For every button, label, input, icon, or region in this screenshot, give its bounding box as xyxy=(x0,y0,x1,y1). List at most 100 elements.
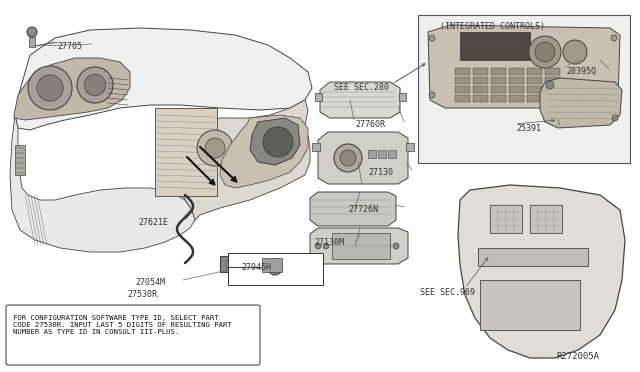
Circle shape xyxy=(84,74,106,96)
Circle shape xyxy=(323,243,329,249)
Text: 27726N: 27726N xyxy=(348,205,378,214)
Ellipse shape xyxy=(177,189,193,197)
Bar xyxy=(490,205,522,233)
Bar xyxy=(480,280,580,330)
Circle shape xyxy=(529,36,561,68)
Text: 27130M: 27130M xyxy=(314,238,344,247)
Bar xyxy=(455,77,470,84)
Text: SEE SEC.969: SEE SEC.969 xyxy=(420,288,475,297)
Circle shape xyxy=(263,127,293,157)
Circle shape xyxy=(226,258,238,270)
Text: 25391: 25391 xyxy=(516,124,541,133)
Circle shape xyxy=(429,35,435,41)
Bar xyxy=(527,68,542,75)
Bar xyxy=(418,15,630,163)
Bar xyxy=(378,150,386,158)
Bar xyxy=(455,68,470,75)
Polygon shape xyxy=(250,118,300,165)
Polygon shape xyxy=(182,100,310,220)
Circle shape xyxy=(611,35,617,41)
Circle shape xyxy=(77,67,113,103)
Circle shape xyxy=(36,75,63,101)
Bar xyxy=(473,86,488,93)
Text: 27530R: 27530R xyxy=(127,290,157,299)
Bar xyxy=(406,143,414,151)
Bar xyxy=(29,37,35,47)
Text: SEE SEC.280: SEE SEC.280 xyxy=(334,83,389,92)
Polygon shape xyxy=(15,145,25,175)
Circle shape xyxy=(197,130,233,166)
Text: 28395Q: 28395Q xyxy=(566,67,596,76)
Bar xyxy=(228,253,323,285)
Bar xyxy=(491,68,506,75)
Circle shape xyxy=(393,243,399,249)
Bar xyxy=(509,68,524,75)
Bar xyxy=(312,143,320,151)
Bar xyxy=(388,150,396,158)
Circle shape xyxy=(546,81,554,89)
Bar xyxy=(527,95,542,102)
Bar xyxy=(399,93,406,101)
Circle shape xyxy=(268,261,282,275)
Circle shape xyxy=(611,92,617,98)
Polygon shape xyxy=(320,82,400,118)
Polygon shape xyxy=(310,192,396,226)
Polygon shape xyxy=(310,228,408,264)
Text: 27054M: 27054M xyxy=(135,278,165,287)
Bar xyxy=(545,86,560,93)
Bar xyxy=(478,248,588,266)
Text: R272005A: R272005A xyxy=(556,352,599,361)
Text: 27045H: 27045H xyxy=(241,263,271,272)
Bar xyxy=(527,77,542,84)
Polygon shape xyxy=(458,185,625,358)
FancyBboxPatch shape xyxy=(6,305,260,365)
Bar xyxy=(332,233,390,259)
Circle shape xyxy=(612,115,618,121)
Text: 27760R: 27760R xyxy=(355,120,385,129)
Polygon shape xyxy=(10,115,195,252)
Text: 27621E: 27621E xyxy=(138,218,168,227)
Bar xyxy=(491,86,506,93)
Bar xyxy=(545,95,560,102)
Circle shape xyxy=(315,243,321,249)
Circle shape xyxy=(563,40,587,64)
Bar xyxy=(473,95,488,102)
Polygon shape xyxy=(220,115,308,188)
Bar xyxy=(368,150,376,158)
Bar xyxy=(220,256,248,272)
Bar xyxy=(509,95,524,102)
Bar xyxy=(527,86,542,93)
Bar xyxy=(315,93,322,101)
Text: 27130: 27130 xyxy=(368,168,393,177)
Circle shape xyxy=(340,150,356,166)
Polygon shape xyxy=(428,25,620,108)
Polygon shape xyxy=(318,132,408,184)
Circle shape xyxy=(334,144,362,172)
Bar xyxy=(491,77,506,84)
Bar xyxy=(262,258,282,272)
Text: (INTEGRATED CONTROLS): (INTEGRATED CONTROLS) xyxy=(440,22,545,31)
Polygon shape xyxy=(540,78,622,128)
Bar xyxy=(455,86,470,93)
Polygon shape xyxy=(15,28,312,130)
Bar xyxy=(473,77,488,84)
Text: 27705: 27705 xyxy=(57,42,82,51)
Bar xyxy=(530,205,562,233)
Bar xyxy=(509,86,524,93)
Circle shape xyxy=(429,92,435,98)
Circle shape xyxy=(205,138,225,158)
Bar xyxy=(491,95,506,102)
Circle shape xyxy=(27,27,37,37)
Bar xyxy=(473,68,488,75)
Bar xyxy=(460,32,530,60)
Polygon shape xyxy=(14,58,130,120)
Bar xyxy=(545,77,560,84)
Bar xyxy=(155,108,217,196)
Bar xyxy=(545,68,560,75)
Bar xyxy=(455,95,470,102)
Bar xyxy=(509,77,524,84)
Circle shape xyxy=(385,243,391,249)
Text: FOR CONFIGURATION SOFTWARE TYPE ID, SELECT PART
CODE 27530R. INPUT LAST 5 DIGITS: FOR CONFIGURATION SOFTWARE TYPE ID, SELE… xyxy=(13,315,232,335)
Circle shape xyxy=(28,66,72,110)
Circle shape xyxy=(535,42,555,62)
